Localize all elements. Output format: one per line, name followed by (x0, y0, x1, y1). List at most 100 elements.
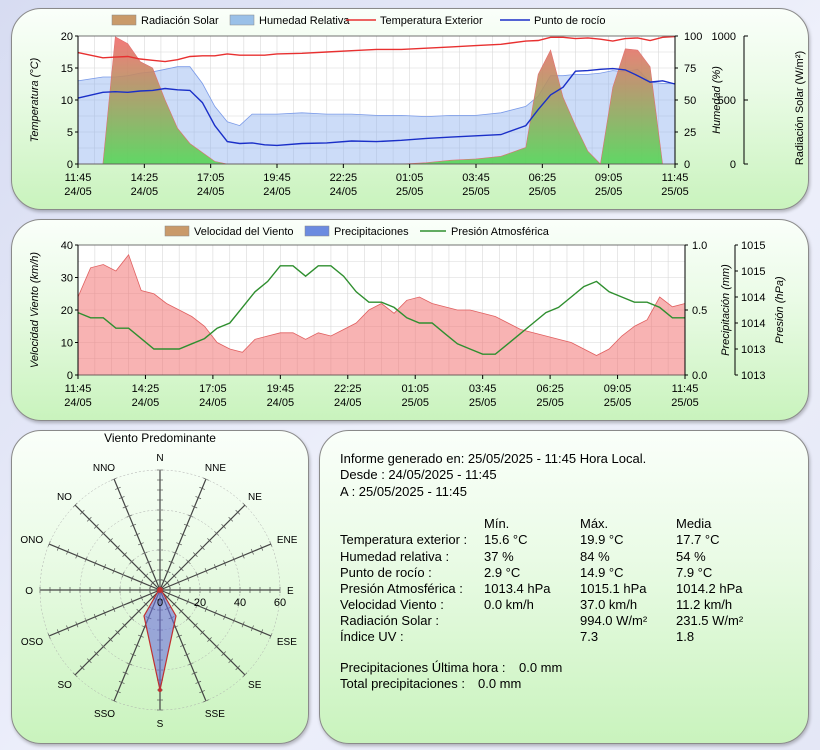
x-tick-date: 25/05 (604, 397, 632, 409)
x-tick-time: 17:05 (197, 172, 225, 184)
spoke-tick (207, 538, 212, 543)
spoke-tick (108, 637, 113, 642)
x-tick-date: 25/05 (401, 397, 429, 409)
spoke-tick (137, 542, 144, 546)
report-header-avg: Media (676, 516, 712, 531)
x-tick-date: 24/05 (132, 397, 160, 409)
y2-axis-label: Precipitación (mm) (720, 264, 732, 356)
spoke-tick (228, 658, 234, 664)
dew-point-series (77, 67, 676, 147)
report-row-label: Temperatura exterior : (340, 532, 468, 547)
spoke-tick (136, 608, 142, 614)
spoke-tick (114, 486, 121, 490)
report-row-min: 15.6 °C (484, 532, 528, 547)
spoke-tick (145, 560, 152, 564)
y3-tick-label: 1015 (741, 266, 765, 278)
x-tick-time: 09:05 (595, 172, 623, 184)
x-tick-time: 03:45 (462, 172, 490, 184)
spoke-tick (207, 637, 212, 642)
x-tick-time: 19:45 (263, 172, 291, 184)
spoke-tick (183, 653, 190, 657)
spoke-tick (118, 496, 125, 500)
spoke-tick (122, 622, 128, 628)
spoke-tick (122, 671, 129, 675)
y3-tick-label: 1000 (712, 31, 736, 43)
spoke-tick (223, 613, 227, 620)
spoke-tick (66, 548, 70, 555)
y3-tick-label: 1014 (741, 318, 765, 330)
spoke-tick (130, 575, 134, 582)
spoke-tick (112, 606, 116, 613)
spoke-tick (112, 567, 116, 574)
spoke-tick (213, 564, 217, 570)
spoke-tick (186, 598, 190, 605)
spoke-tick (143, 601, 149, 607)
x-tick-time: 19:45 (267, 383, 295, 395)
spoke-tick (136, 566, 142, 572)
spoke-tick (178, 608, 184, 614)
rose-center (157, 587, 163, 593)
direction-label: SE (248, 680, 262, 691)
spoke-tick (86, 516, 92, 522)
report-row-label: Velocidad Viento : (340, 597, 444, 612)
radial-tick-label: 60 (274, 597, 286, 609)
report-row-avg: 231.5 W/m² (676, 613, 744, 628)
y2-tick-label: 100 (684, 31, 702, 43)
y2-tick-label: 50 (684, 95, 696, 107)
legend-label: Velocidad del Viento (194, 226, 294, 238)
spoke-tick (122, 505, 129, 509)
temperature-chart: 0510152002550751000500100011:4524/0514:2… (29, 14, 806, 198)
report-from: Desde : 24/05/2025 - 11:45 (340, 467, 497, 482)
wind-speed-series (77, 253, 686, 376)
spoke-tick (153, 579, 160, 583)
spoke-tick (204, 567, 208, 574)
y3-tick-label: 1015 (741, 240, 765, 252)
report-row-avg: 11.2 km/h (676, 597, 733, 612)
direction-label: NO (57, 492, 72, 503)
x-tick-time: 14:25 (132, 383, 160, 395)
spoke-tick (241, 552, 245, 559)
y-tick-label: 20 (61, 31, 73, 43)
spoke-tick (195, 680, 202, 684)
direction-label: ENE (277, 535, 298, 546)
spoke-tick (250, 548, 254, 555)
x-tick-date: 25/05 (671, 397, 699, 409)
x-tick-date: 24/05 (199, 397, 227, 409)
spoke-tick (140, 579, 143, 586)
direction-label: NNE (205, 463, 226, 474)
x-tick-time: 17:05 (199, 383, 227, 395)
legend-label: Punto de rocío (534, 15, 606, 27)
spoke-tick (168, 560, 175, 564)
report-to: A : 25/05/2025 - 11:45 (340, 484, 467, 499)
spoke-tick (223, 560, 227, 567)
spoke-tick (130, 653, 137, 657)
y3-tick-label: 1013 (741, 344, 765, 356)
spoke-tick (79, 665, 85, 671)
rose-peak-point (158, 688, 162, 692)
spoke-tick (75, 552, 79, 559)
spoke-tick (221, 523, 227, 529)
direction-label: SSO (94, 709, 115, 720)
report-row-avg: 17.7 °C (676, 532, 720, 547)
report-row-max: 1015.1 hPa (580, 581, 647, 596)
report-row-max: 14.9 °C (580, 565, 624, 580)
direction-label: E (287, 586, 294, 597)
spoke-tick (134, 533, 140, 537)
report-row-max: 7.3 (580, 629, 599, 644)
spoke-tick (200, 545, 205, 550)
spoke-tick (130, 598, 134, 605)
spoke-tick (199, 486, 206, 490)
y3-axis-label: Radiación Solar (W/m²) (794, 51, 806, 165)
spoke-tick (130, 523, 137, 527)
x-tick-date: 24/05 (197, 186, 225, 198)
spoke-tick (115, 545, 120, 550)
spoke-tick (115, 630, 120, 635)
x-tick-time: 14:25 (131, 172, 159, 184)
humidity-series (77, 66, 676, 165)
spoke-tick (140, 594, 143, 601)
spoke-tick (178, 566, 184, 572)
report-row-avg: 1014.2 hPa (676, 581, 743, 596)
report-row-max: 84 % (580, 549, 610, 564)
spoke-tick (191, 671, 198, 675)
report-row-max: 37.0 km/h (580, 597, 638, 612)
